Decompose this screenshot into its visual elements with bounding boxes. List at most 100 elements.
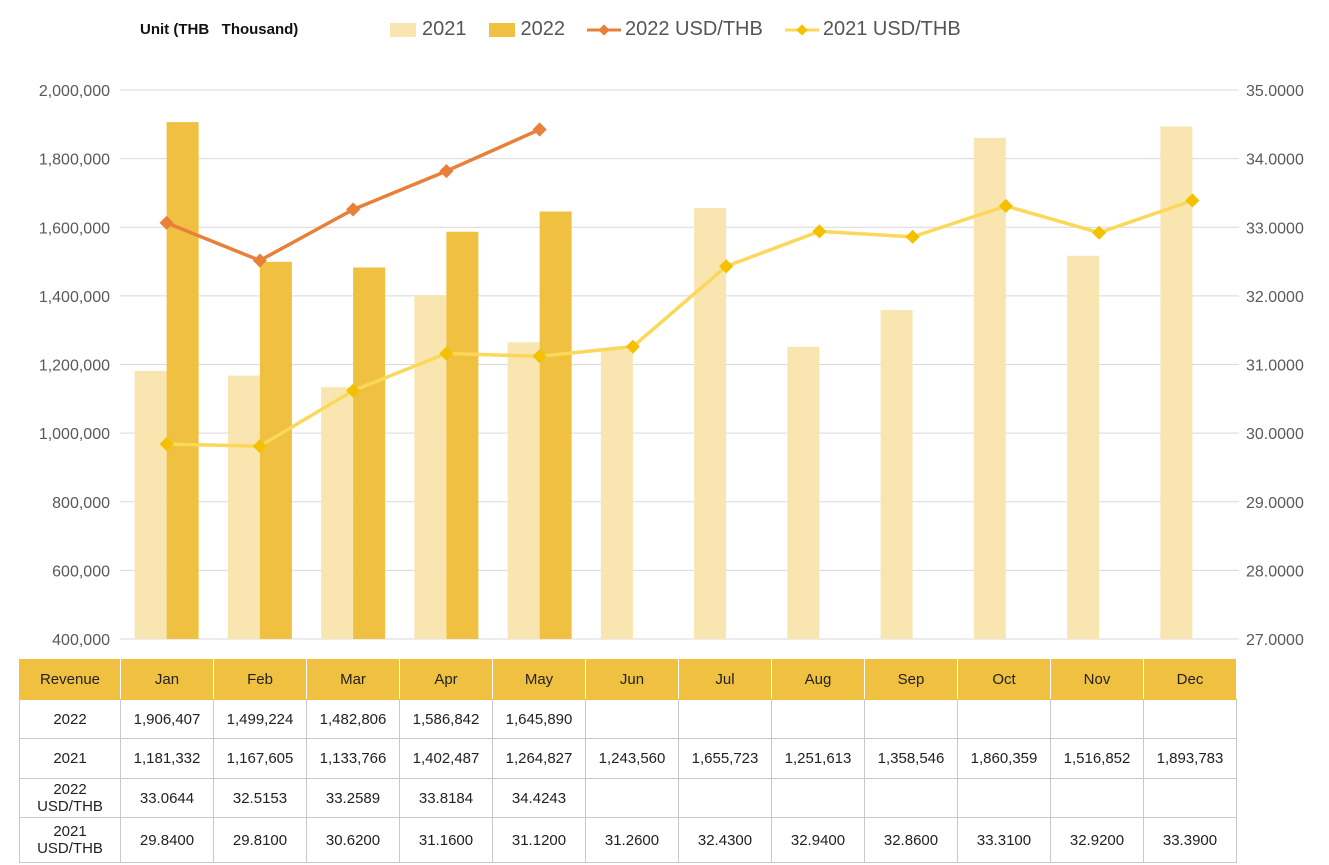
y-right-tick-label: 34.0000 bbox=[1246, 152, 1304, 169]
table-header-cell: Jun bbox=[585, 659, 679, 700]
table-row: 2022 USD/THB 33.0644 32.5153 33.2589 33.… bbox=[19, 778, 1237, 818]
legend-swatch-2022 bbox=[488, 22, 515, 37]
point-2022-usd-thb-Apr bbox=[439, 164, 454, 179]
table-row-label: 2022 bbox=[19, 699, 121, 739]
bar-2021-Apr bbox=[414, 295, 447, 639]
bar-2022-Mar bbox=[353, 267, 386, 639]
point-2022-usd-thb-Jan bbox=[159, 215, 174, 230]
table-cell: 33.8184 bbox=[399, 778, 493, 818]
table-cell: 1,655,723 bbox=[678, 738, 772, 779]
legend-label-2022-usdthb: 2022 USD/THB bbox=[625, 18, 763, 40]
y-right-tick-label: 29.0000 bbox=[1246, 495, 1304, 512]
legend-swatch-2021-usdthb bbox=[784, 23, 819, 36]
table-header-cell: Feb bbox=[213, 659, 307, 700]
table-cell bbox=[957, 699, 1051, 739]
table-cell bbox=[957, 778, 1051, 818]
legend-label-2021: 2021 bbox=[422, 18, 467, 40]
point-2021-usd-thb-Jun bbox=[625, 339, 640, 354]
table-cell: 32.9200 bbox=[1050, 817, 1144, 863]
table-row: 2021 1,181,332 1,167,605 1,133,766 1,402… bbox=[19, 738, 1237, 779]
point-2021-usd-thb-Apr bbox=[439, 346, 454, 361]
table-header-row: Revenue Jan Feb Mar Apr May Jun Jul Aug … bbox=[19, 659, 1237, 700]
table-cell: 1,482,806 bbox=[306, 699, 400, 739]
line-2021-usd-thb bbox=[166, 198, 1193, 448]
y-left-tick-label: 600,000 bbox=[52, 563, 110, 580]
table-cell bbox=[1050, 778, 1144, 818]
table-row-label: 2022 USD/THB bbox=[19, 778, 121, 818]
legend-label-2021-usdthb: 2021 USD/THB bbox=[822, 18, 961, 40]
table-header-cell: Apr bbox=[399, 659, 493, 700]
point-2021-usd-thb-Jan bbox=[159, 437, 174, 452]
point-2021-usd-thb-May bbox=[532, 349, 547, 364]
bar-2021-Jun bbox=[600, 349, 633, 639]
table-cell: 32.9400 bbox=[771, 817, 865, 863]
bar-2022-Feb bbox=[259, 261, 292, 639]
bar-2021-Nov bbox=[1067, 255, 1100, 639]
table-cell: 1,181,332 bbox=[120, 738, 214, 779]
point-2021-usd-thb-Aug bbox=[812, 224, 827, 239]
point-2021-usd-thb-Jul bbox=[719, 259, 734, 274]
table-header-cell: May bbox=[492, 659, 586, 700]
table-header-cell: Revenue bbox=[19, 659, 121, 700]
bar-2022-Apr bbox=[446, 231, 479, 639]
table-header-cell: Mar bbox=[306, 659, 400, 700]
y-left-tick-label: 1,000,000 bbox=[39, 426, 110, 443]
table-header-cell: Dec bbox=[1143, 659, 1237, 700]
table-cell bbox=[585, 699, 679, 739]
table-cell: 1,516,852 bbox=[1050, 738, 1144, 779]
bar-2021-Feb bbox=[227, 375, 260, 639]
table-cell: 30.6200 bbox=[306, 817, 400, 863]
legend-item-2022-usdthb: 2022 USD/THB bbox=[587, 18, 763, 41]
table-cell: 32.4300 bbox=[678, 817, 772, 863]
table-cell: 31.1600 bbox=[399, 817, 493, 863]
table-cell bbox=[678, 699, 772, 739]
point-2021-usd-thb-Feb bbox=[252, 439, 267, 454]
table-cell bbox=[585, 778, 679, 818]
point-2022-usd-thb-Feb bbox=[252, 253, 267, 268]
point-2022-usd-thb-May bbox=[532, 122, 547, 137]
bar-2021-Oct bbox=[973, 137, 1006, 640]
line-2022-usd-thb bbox=[165, 127, 541, 263]
table-header-cell: Nov bbox=[1050, 659, 1144, 700]
point-2022-usd-thb-Mar bbox=[346, 202, 361, 217]
bar-2021-Mar bbox=[321, 387, 354, 639]
table-row-label: 2021 USD/THB bbox=[19, 817, 121, 863]
legend-label-2022: 2022 bbox=[520, 18, 566, 40]
table-cell bbox=[864, 778, 958, 818]
table-cell: 1,402,487 bbox=[399, 738, 493, 779]
unit-label: Unit (THB Thousand) bbox=[140, 21, 299, 38]
y-right-tick-label: 30.0000 bbox=[1246, 426, 1304, 443]
table-cell: 1,860,359 bbox=[957, 738, 1051, 779]
table-cell: 1,645,890 bbox=[492, 699, 586, 739]
legend-swatch-2021 bbox=[390, 22, 416, 37]
table-cell bbox=[1143, 778, 1237, 818]
table-cell: 1,906,407 bbox=[120, 699, 214, 739]
table-cell bbox=[1050, 699, 1144, 739]
point-2021-usd-thb-Nov bbox=[1092, 225, 1107, 240]
legend-swatch-2022-usdthb bbox=[587, 23, 621, 36]
table-header-cell: Oct bbox=[957, 659, 1051, 700]
y-left-tick-label: 800,000 bbox=[52, 495, 110, 512]
bar-2021-Sep bbox=[880, 310, 913, 639]
point-2021-usd-thb-Mar bbox=[346, 383, 361, 398]
table-cell: 32.5153 bbox=[213, 778, 307, 818]
legend-item-2022: 2022 bbox=[488, 18, 566, 41]
bar-2022-Jan bbox=[166, 122, 199, 640]
bar-2021-May bbox=[507, 342, 540, 639]
table-cell: 1,358,546 bbox=[864, 738, 958, 779]
table-row: 2022 1,906,407 1,499,224 1,482,806 1,586… bbox=[19, 699, 1237, 739]
table-cell: 29.8400 bbox=[120, 817, 214, 863]
data-table: Revenue Jan Feb Mar Apr May Jun Jul Aug … bbox=[19, 659, 1237, 863]
table-header-cell: Aug bbox=[771, 659, 865, 700]
point-2021-usd-thb-Sep bbox=[905, 229, 920, 244]
table-cell bbox=[678, 778, 772, 818]
point-2021-usd-thb-Oct bbox=[998, 198, 1013, 214]
table-cell bbox=[771, 699, 865, 739]
table-cell: 1,251,613 bbox=[771, 738, 865, 779]
table-cell: 34.4243 bbox=[492, 778, 586, 818]
table-cell: 33.3100 bbox=[957, 817, 1051, 863]
table-cell: 1,893,783 bbox=[1143, 738, 1237, 779]
y-left-tick-label: 1,400,000 bbox=[39, 289, 110, 306]
table-cell: 1,264,827 bbox=[492, 738, 586, 779]
table-cell: 33.2589 bbox=[306, 778, 400, 818]
